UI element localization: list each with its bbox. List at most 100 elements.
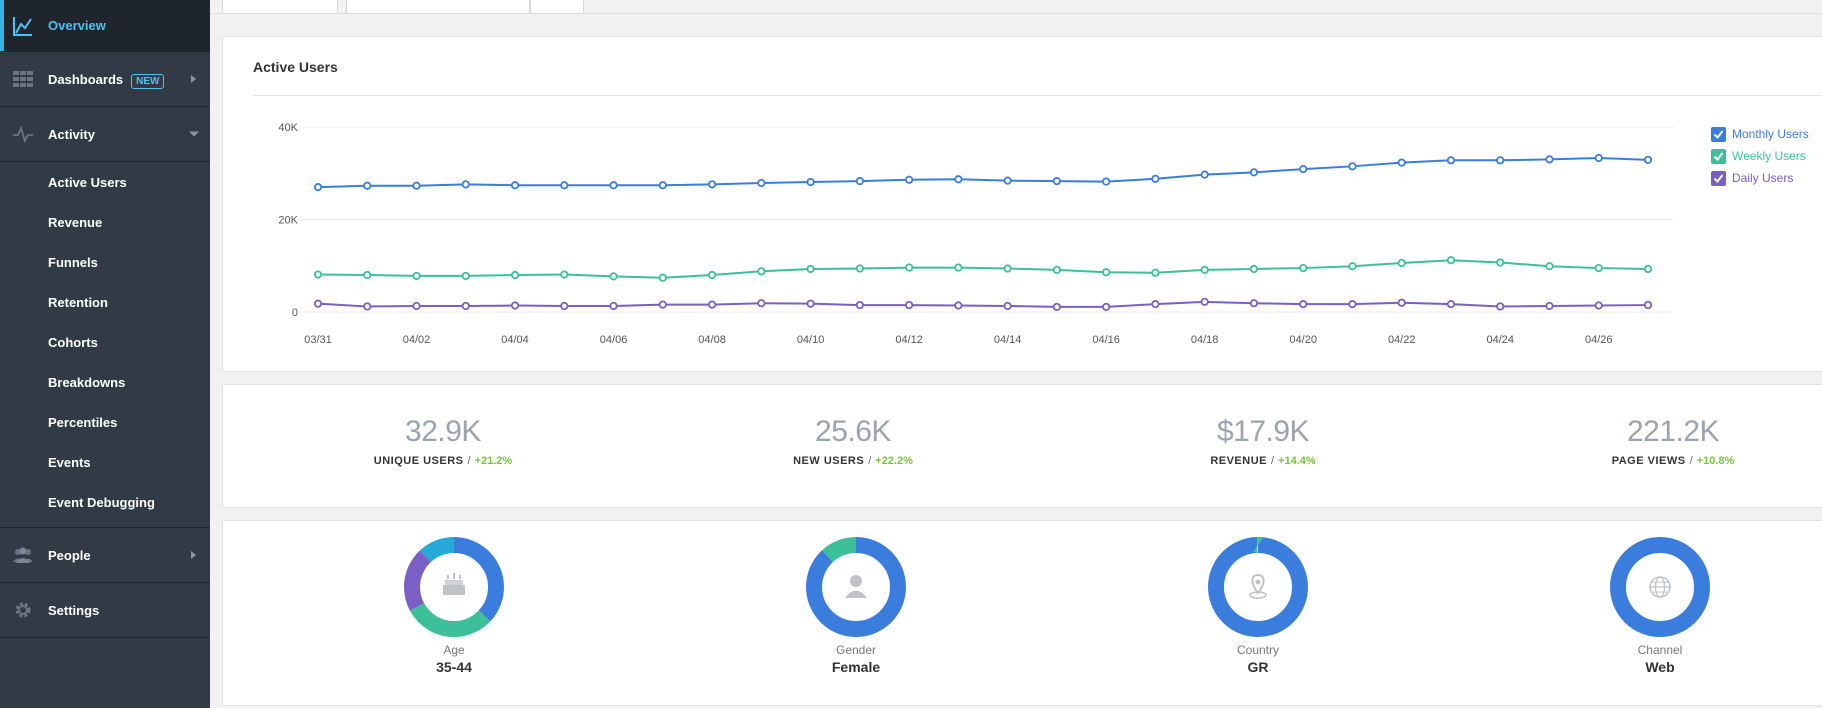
weekly-users-point[interactable] <box>1249 264 1259 274</box>
donut-segment[interactable] <box>404 537 504 637</box>
toolbar-control[interactable] <box>222 0 338 14</box>
weekly-users-point[interactable] <box>1299 263 1308 273</box>
weekly-users-point[interactable] <box>1496 258 1505 267</box>
daily-users-point[interactable] <box>855 300 864 310</box>
monthly-users-point[interactable] <box>707 180 717 189</box>
nav-settings[interactable]: Settings <box>0 583 210 638</box>
monthly-users-point[interactable] <box>1102 177 1111 186</box>
donut-segment[interactable] <box>1208 537 1308 637</box>
monthly-users-point[interactable] <box>1446 156 1456 165</box>
daily-users-point[interactable] <box>313 299 323 308</box>
weekly-users-point[interactable] <box>658 273 667 282</box>
monthly-users-point[interactable] <box>954 175 963 184</box>
sidebar-item-percentiles[interactable]: Percentiles <box>48 414 118 430</box>
daily-users-point[interactable] <box>1299 300 1308 309</box>
daily-users-point[interactable] <box>461 301 470 311</box>
weekly-users-point[interactable] <box>757 267 766 276</box>
donut-segment[interactable] <box>404 537 504 637</box>
weekly-users-point[interactable] <box>1052 265 1061 275</box>
daily-users-point[interactable] <box>806 299 815 308</box>
monthly-users-point[interactable] <box>1249 168 1259 177</box>
daily-users-point[interactable] <box>1446 300 1456 309</box>
weekly-users-point[interactable] <box>1397 258 1406 268</box>
weekly-users-point[interactable] <box>806 264 815 274</box>
monthly-users-point[interactable] <box>1299 164 1308 174</box>
donut-segment[interactable] <box>1208 537 1308 637</box>
monthly-users-point[interactable] <box>855 177 864 186</box>
daily-users-point[interactable] <box>510 301 520 310</box>
daily-users-point[interactable] <box>1348 300 1357 309</box>
gender-donut[interactable] <box>804 535 908 639</box>
nav-overview[interactable]: Overview <box>0 0 210 52</box>
breakdown-channel[interactable]: Channel Web <box>1560 535 1760 675</box>
weekly-users-point[interactable] <box>855 264 864 273</box>
daily-users-point[interactable] <box>1151 300 1160 309</box>
daily-users-point[interactable] <box>1594 301 1603 310</box>
checkbox-checked-icon[interactable] <box>1711 148 1726 164</box>
daily-users-point[interactable] <box>1200 297 1209 306</box>
monthly-users-point[interactable] <box>757 178 766 188</box>
checkbox-checked-icon[interactable] <box>1711 170 1726 186</box>
daily-users-point[interactable] <box>560 301 569 311</box>
nav-people[interactable]: People <box>0 528 210 583</box>
legend-item-daily-users[interactable]: Daily Users <box>1711 167 1809 189</box>
monthly-users-point[interactable] <box>658 181 667 190</box>
monthly-users-point[interactable] <box>510 181 520 190</box>
toolbar-control[interactable] <box>346 0 530 14</box>
weekly-users-point[interactable] <box>1102 268 1111 277</box>
monthly-users-point[interactable] <box>1200 170 1209 179</box>
breakdown-age[interactable]: Age 35-44 <box>354 535 554 675</box>
sidebar-item-event-debugging[interactable]: Event Debugging <box>48 494 155 510</box>
daily-users-point[interactable] <box>1397 298 1406 307</box>
daily-users-point[interactable] <box>1643 300 1653 310</box>
legend-item-monthly-users[interactable]: Monthly Users <box>1711 123 1809 145</box>
monthly-users-point[interactable] <box>1151 174 1160 183</box>
daily-users-point[interactable] <box>658 300 667 309</box>
weekly-users-point[interactable] <box>461 271 470 281</box>
daily-users-point[interactable] <box>363 302 372 311</box>
weekly-users-point[interactable] <box>313 270 323 279</box>
monthly-users-point[interactable] <box>1643 155 1653 164</box>
weekly-users-point[interactable] <box>1643 264 1653 274</box>
monthly-users-point[interactable] <box>1545 155 1554 164</box>
weekly-users-point[interactable] <box>412 271 421 281</box>
daily-users-point[interactable] <box>1545 301 1554 311</box>
monthly-users-point[interactable] <box>313 183 323 192</box>
sidebar-item-active-users[interactable]: Active Users <box>48 174 127 190</box>
sidebar-item-events[interactable]: Events <box>48 454 91 470</box>
breakdown-gender[interactable]: Gender Female <box>756 535 956 675</box>
daily-users-point[interactable] <box>1102 302 1111 312</box>
donut-segment[interactable] <box>1610 537 1710 637</box>
breakdown-country[interactable]: Country GR <box>1158 535 1358 675</box>
weekly-users-point[interactable] <box>905 263 914 272</box>
daily-users-point[interactable] <box>1496 302 1505 311</box>
daily-users-point[interactable] <box>757 299 766 308</box>
weekly-users-point[interactable] <box>707 270 717 280</box>
weekly-users-point[interactable] <box>1594 263 1603 273</box>
weekly-users-point[interactable] <box>1446 256 1456 265</box>
sidebar-item-funnels[interactable]: Funnels <box>48 254 98 270</box>
sidebar-item-breakdowns[interactable]: Breakdowns <box>48 374 126 390</box>
weekly-users-point[interactable] <box>1003 264 1012 273</box>
monthly-users-point[interactable] <box>412 181 421 190</box>
daily-users-point[interactable] <box>1249 299 1259 308</box>
nav-dashboards[interactable]: Dashboards NEW <box>0 52 210 107</box>
sidebar-item-retention[interactable]: Retention <box>48 294 108 310</box>
monthly-users-point[interactable] <box>609 181 618 190</box>
checkbox-checked-icon[interactable] <box>1711 126 1726 142</box>
monthly-users-point[interactable] <box>363 181 372 190</box>
daily-users-point[interactable] <box>954 301 963 310</box>
monthly-users-point[interactable] <box>1496 156 1505 165</box>
daily-users-point[interactable] <box>609 301 618 311</box>
daily-users-point[interactable] <box>707 300 717 309</box>
daily-users-point[interactable] <box>905 300 914 310</box>
weekly-users-point[interactable] <box>1545 262 1554 271</box>
sidebar-item-cohorts[interactable]: Cohorts <box>48 334 98 350</box>
legend-item-weekly-users[interactable]: Weekly Users <box>1711 145 1809 167</box>
monthly-users-point[interactable] <box>461 180 470 189</box>
weekly-users-point[interactable] <box>510 270 520 280</box>
monthly-users-point[interactable] <box>1348 162 1357 171</box>
weekly-users-point[interactable] <box>560 270 569 279</box>
channel-donut[interactable] <box>1608 535 1712 639</box>
monthly-users-point[interactable] <box>560 181 569 190</box>
